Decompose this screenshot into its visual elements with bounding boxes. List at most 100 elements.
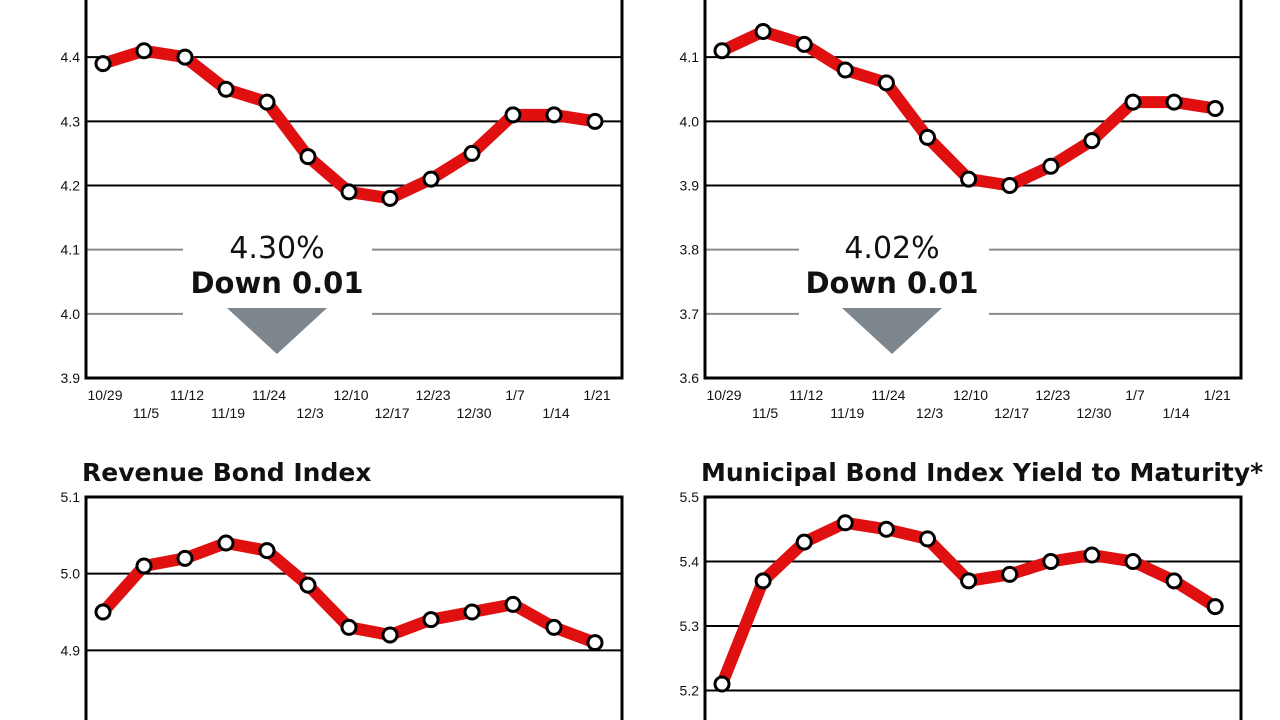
y-tick-label: 4.0 [61, 306, 81, 322]
line-chart: 5.2 5.3 5.4 5.5 [680, 489, 1243, 720]
data-point [960, 170, 978, 188]
x-tick-label: 11/24 [871, 387, 905, 403]
x-tick-label: 11/12 [789, 387, 823, 403]
data-point [258, 542, 276, 560]
plot-frame [84, 495, 624, 720]
data-point [754, 23, 772, 40]
x-tick-label: 1/7 [505, 387, 525, 403]
callout-change: Down 0.01 [190, 266, 363, 300]
y-tick-label: 4.2 [61, 178, 81, 194]
data-point [381, 189, 399, 207]
data-point [586, 112, 604, 130]
data-point [135, 557, 153, 575]
chart-title: Revenue Bond Index [82, 458, 371, 487]
data-point [258, 93, 276, 111]
data-point [463, 603, 481, 621]
data-point [135, 42, 153, 60]
x-tick-label: 12/3 [296, 405, 323, 421]
y-tick-label: 5.3 [680, 618, 700, 634]
data-point [299, 576, 317, 594]
data-point [1165, 572, 1183, 590]
x-tick-label: 12/23 [1035, 387, 1070, 403]
y-tick-label: 3.6 [680, 370, 700, 386]
data-point [1206, 100, 1224, 117]
line-chart: 3.6 3.7 3.8 3.9 4.0 4.1 10/29 11/5 11/12 11/19 11/… [680, 0, 1243, 421]
chart-title: Municipal Bond Index Yield to Maturity* [701, 458, 1263, 487]
x-tick-label: 11/5 [133, 405, 159, 421]
data-point [340, 618, 358, 636]
y-tick-label: 4.3 [61, 113, 81, 129]
data-point [1124, 93, 1142, 111]
data-point [217, 80, 235, 98]
data-point [919, 530, 936, 548]
x-tick-label: 12/3 [916, 405, 943, 421]
data-point [1001, 177, 1019, 194]
x-tick-label: 1/14 [1162, 405, 1189, 421]
x-tick-label: 12/30 [1076, 405, 1111, 421]
y-tick-label: 5.4 [680, 554, 700, 570]
y-tick-label: 4.1 [680, 49, 700, 65]
x-tick-label: 10/29 [706, 387, 741, 403]
callout-box: 4.02% Down 0.01 [805, 231, 978, 300]
y-tick-label: 3.9 [680, 178, 700, 194]
x-tick-label: 1/14 [542, 405, 569, 421]
data-point [176, 549, 194, 567]
data-point [1001, 565, 1019, 583]
data-point [1083, 132, 1101, 150]
series-line [716, 25, 1222, 192]
data-point [1206, 598, 1224, 616]
data-point [960, 572, 978, 590]
x-tick-label: 12/17 [994, 405, 1029, 421]
down-arrow-icon [227, 308, 327, 354]
plot-frame [84, 0, 624, 380]
y-tick-label: 3.9 [61, 370, 81, 386]
x-tick-label: 12/23 [415, 387, 450, 403]
x-tick-label: 11/24 [252, 387, 286, 403]
y-tick-label: 4.0 [680, 113, 700, 129]
data-point [877, 520, 895, 538]
data-point [340, 183, 358, 201]
data-point [176, 48, 194, 66]
data-point [1042, 553, 1060, 570]
data-point [299, 148, 317, 166]
x-tick-label: 1/21 [1204, 387, 1231, 403]
y-tick-label: 4.9 [61, 642, 81, 658]
line-chart: 3.9 4.0 4.1 4.2 4.3 4.4 10/29 11/5 11/12 11/19 11/… [61, 0, 624, 421]
x-tick-label: 12/10 [333, 387, 368, 403]
data-point [463, 144, 481, 162]
data-point [586, 634, 604, 652]
data-point [381, 626, 399, 644]
y-tick-label: 5.2 [680, 683, 700, 699]
x-tick-label: 12/10 [953, 387, 988, 403]
x-tick-label: 12/30 [456, 405, 491, 421]
data-point [836, 514, 854, 532]
data-point [1083, 546, 1101, 564]
x-tick-label: 11/12 [170, 387, 204, 403]
x-tick-label: 10/29 [87, 387, 122, 403]
y-tick-label: 3.7 [680, 306, 700, 322]
data-point [94, 603, 112, 621]
x-tick-label: 1/7 [1125, 387, 1145, 403]
y-tick-label: 5.1 [61, 489, 81, 505]
plot-frame [703, 495, 1243, 720]
down-arrow-icon [842, 308, 942, 354]
data-point [754, 572, 772, 590]
data-point [795, 35, 813, 53]
data-point [422, 170, 440, 188]
series-line [716, 516, 1222, 691]
data-point [713, 42, 731, 60]
data-point [217, 534, 235, 552]
x-tick-label: 11/5 [752, 405, 778, 421]
y-tick-label: 5.0 [61, 566, 81, 582]
data-point [94, 55, 112, 73]
data-point [545, 106, 563, 124]
y-tick-label: 4.1 [61, 242, 81, 258]
data-point [1042, 157, 1060, 175]
data-point [504, 106, 522, 124]
callout-change: Down 0.01 [805, 266, 978, 300]
data-point [877, 74, 895, 92]
plot-frame [703, 0, 1243, 380]
x-tick-label: 11/19 [211, 405, 245, 421]
data-point [836, 61, 854, 79]
